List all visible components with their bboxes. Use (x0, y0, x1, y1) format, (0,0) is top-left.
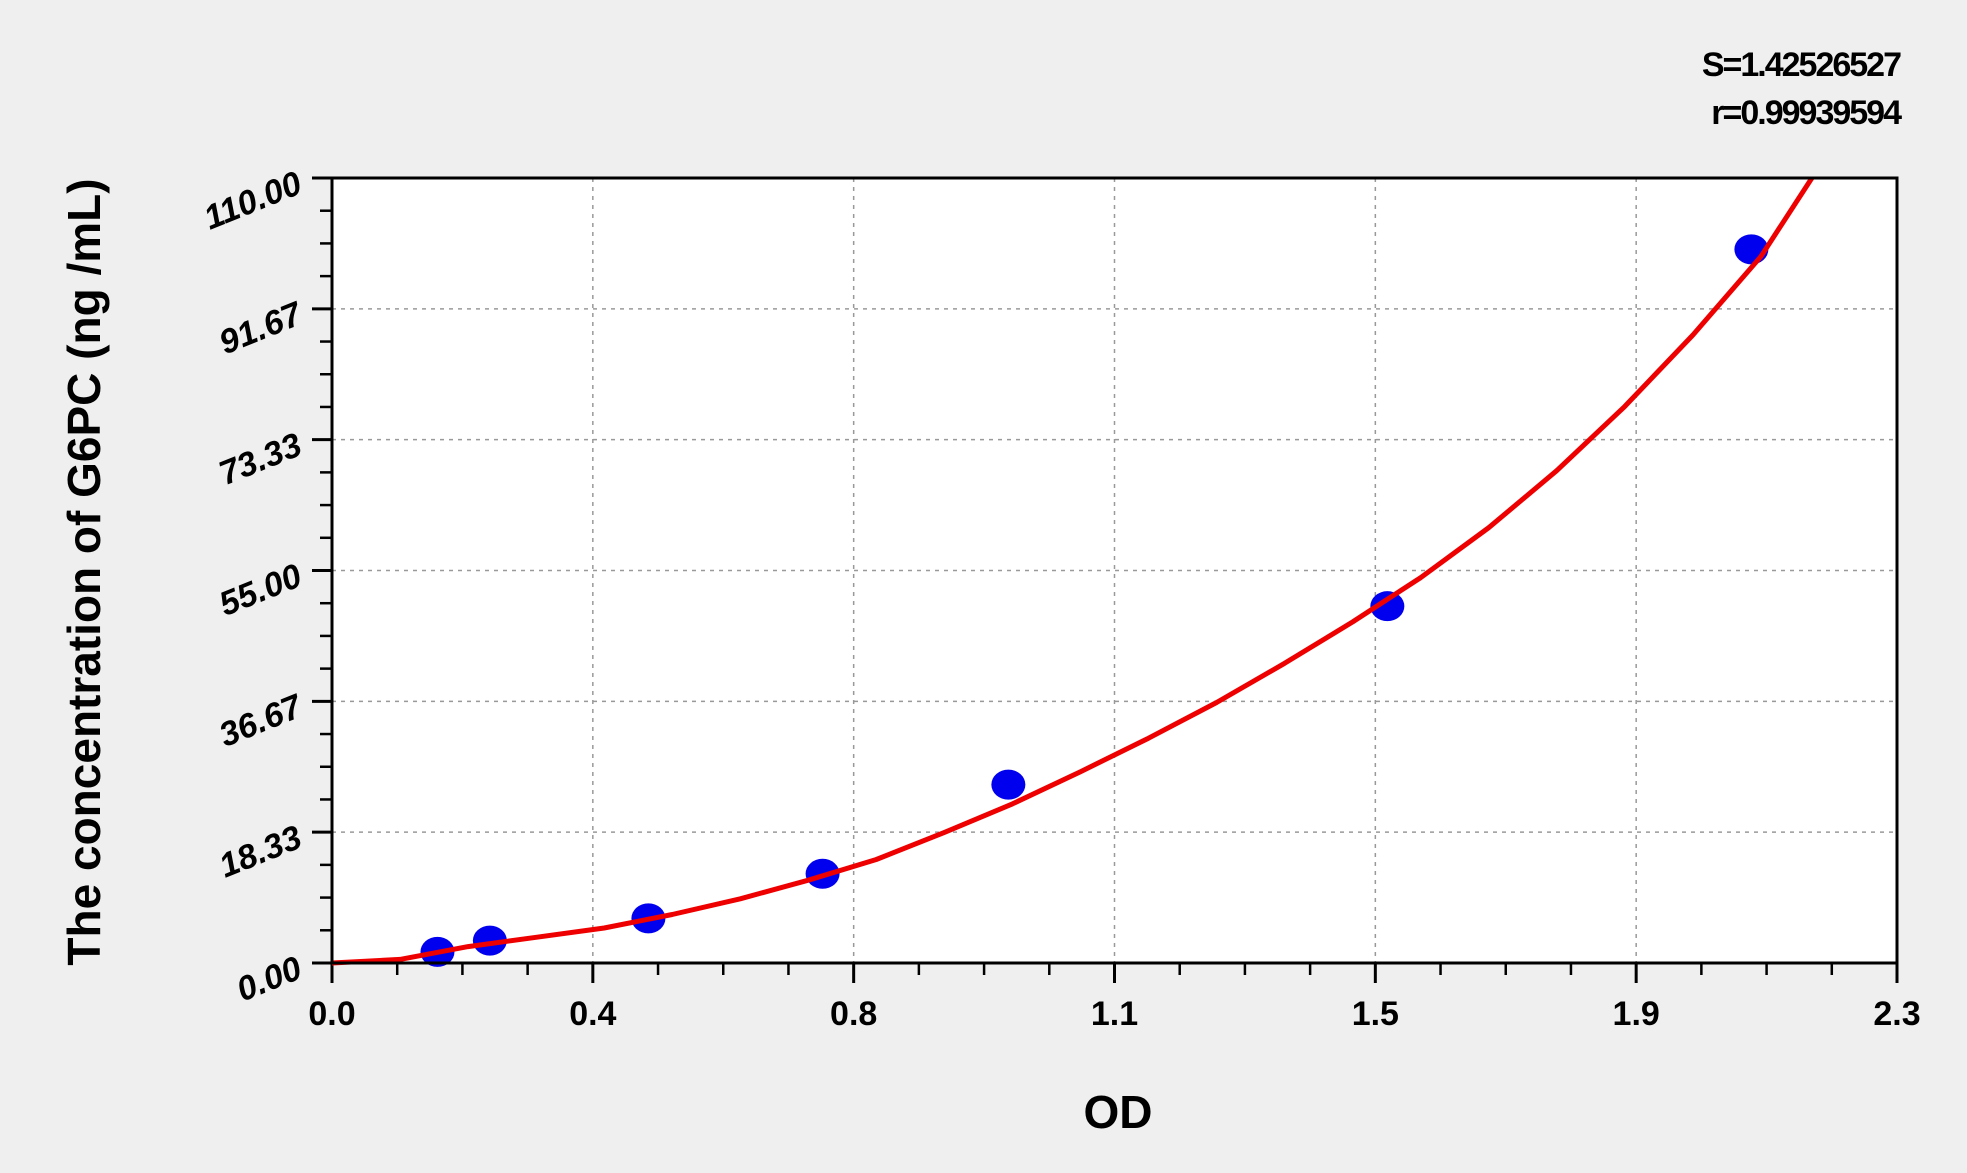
x-tick-label: 1.9 (1613, 995, 1660, 1033)
y-tick-label: 55.00 (214, 557, 307, 624)
y-tick-label: 18.33 (214, 818, 307, 885)
x-tick-label: 0.8 (830, 995, 877, 1033)
data-point (472, 925, 507, 956)
y-tick-label: 110.00 (199, 164, 307, 237)
y-tick-label: 73.33 (214, 426, 307, 493)
data-marks (331, 176, 1814, 967)
axis-ticks (312, 176, 1899, 983)
x-tick-label: 2.3 (1873, 995, 1920, 1033)
plot-frame (330, 176, 1899, 965)
data-point (1370, 591, 1405, 622)
fit-curve (331, 176, 1814, 966)
y-axis-title: The concentration of G6PC (ng /mL) (58, 178, 110, 965)
y-tick-label: 91.67 (214, 294, 309, 362)
r-statistic: r=0.99939594 (1711, 94, 1902, 132)
x-tick-label: 0.4 (569, 995, 616, 1033)
plot-area (332, 178, 1897, 963)
x-tick-label: 0.0 (308, 995, 355, 1033)
data-point (991, 769, 1026, 800)
y-tick-label: 0.00 (231, 949, 307, 1009)
x-tick-label: 1.5 (1352, 995, 1399, 1033)
x-tick-labels: 0.0 0.4 0.8 1.1 1.5 1.9 2.3 (308, 995, 1920, 1033)
x-tick-label: 1.1 (1091, 995, 1138, 1033)
x-axis-title: OD (1084, 1086, 1153, 1138)
y-tick-labels: 0.00 18.33 36.67 55.00 73.33 91.67 110.00 (199, 164, 309, 1009)
y-tick-label: 36.67 (214, 687, 309, 755)
s-statistic: S=1.42526527 (1702, 46, 1901, 84)
